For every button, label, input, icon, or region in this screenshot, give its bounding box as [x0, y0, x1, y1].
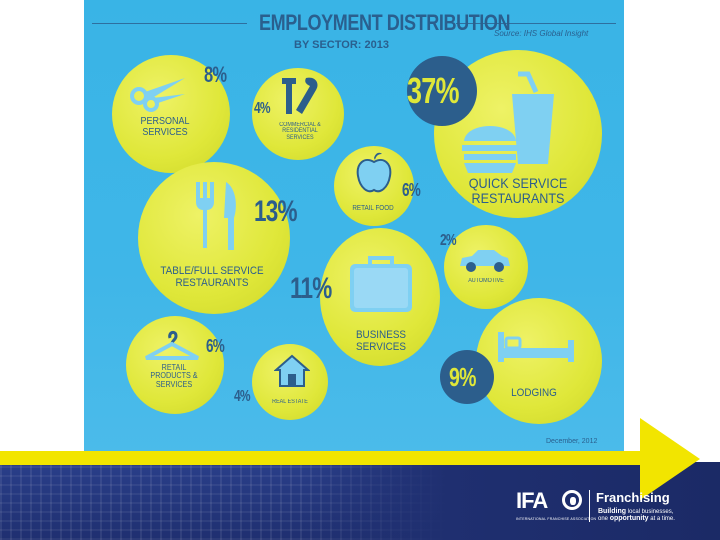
- infographic-title: EMPLOYMENT DISTRIBUTION: [259, 10, 511, 35]
- apple-icon: [356, 152, 392, 193]
- percent-commercial: 4%: [254, 100, 271, 117]
- percent-personal: 8%: [204, 62, 227, 87]
- yellow-arrow: [640, 418, 700, 500]
- label-business-1: BUSINESS: [355, 329, 407, 341]
- label-retail-food: RETAIL FOOD: [347, 205, 399, 212]
- percent-real-estate: 4%: [234, 388, 251, 405]
- label-quick-2: RESTAURANTS: [471, 189, 565, 206]
- source-note: Source: IHS Global Insight: [494, 29, 589, 38]
- label-personal: PERSONAL SERVICES: [130, 116, 200, 138]
- percent-quick-service: 37%: [407, 70, 460, 111]
- label-automotive-1: AUTOMOTIVE: [468, 278, 504, 284]
- yellow-stripe: [0, 451, 650, 465]
- tagline-rest-1: local businesses,: [627, 509, 674, 515]
- label-personal-2: SERVICES: [142, 126, 188, 138]
- header-rule-right: [456, 23, 616, 24]
- percent-lodging: 9%: [449, 361, 476, 392]
- label-lodging-1: LODGING: [511, 387, 557, 399]
- briefcase-icon: [350, 256, 412, 312]
- circle-automotive: [444, 225, 528, 309]
- label-retail-products: RETAIL PRODUCTS & SERVICES: [143, 363, 204, 389]
- circle-personal-services: [112, 55, 230, 173]
- infographic-subtitle: BY SECTOR: 2013: [294, 39, 389, 51]
- label-real-estate-1: REAL ESTATE: [272, 399, 308, 405]
- label-table-2: RESTAURANTS: [175, 276, 249, 289]
- bubble-quick-service: 37%: [407, 56, 477, 126]
- percent-retail-food: 6%: [402, 180, 421, 200]
- label-commercial-2: RESIDENTIAL: [282, 128, 318, 135]
- label-commercial: COMMERCIAL & RESIDENTIAL SERVICES: [270, 122, 329, 141]
- tagline-line-1: Building local businesses,: [598, 508, 673, 515]
- car-icon: [460, 250, 510, 272]
- label-lodging: LODGING: [507, 387, 561, 400]
- label-table-1: TABLE/FULL SERVICE: [160, 265, 264, 277]
- percent-business: 11%: [290, 272, 332, 305]
- label-quick-1: QUICK SERVICE: [468, 175, 568, 191]
- date-note: December, 2012: [546, 438, 598, 445]
- burger-icon: [462, 126, 518, 173]
- bed-icon: [498, 332, 574, 362]
- tagline-line-2: one opportunity at a time.: [598, 515, 675, 522]
- label-quick-service: QUICK SERVICE RESTAURANTS: [459, 176, 578, 205]
- label-commercial-3: SERVICES: [286, 134, 314, 141]
- label-business-2: SERVICES: [356, 340, 406, 353]
- fork-icon: [196, 182, 214, 248]
- hanger-icon: [145, 330, 199, 360]
- percent-table-service: 13%: [254, 195, 298, 228]
- footer-divider: [589, 490, 590, 522]
- house-icon: [274, 354, 310, 387]
- infographic: EMPLOYMENT DISTRIBUTION BY SECTOR: 2013 …: [84, 0, 624, 453]
- label-business: BUSINESS SERVICES: [350, 329, 413, 353]
- percent-automotive: 2%: [440, 232, 457, 249]
- label-commercial-1: COMMERCIAL &: [279, 122, 321, 128]
- globe-icon: [562, 490, 582, 510]
- bubble-lodging: 9%: [440, 350, 494, 404]
- ifa-logo: IFA: [516, 488, 548, 513]
- tagline-strong-1: Building: [598, 508, 626, 515]
- knife-icon: [224, 182, 236, 250]
- circle-commercial: [252, 68, 344, 160]
- label-personal-1: PERSONAL: [140, 116, 190, 127]
- label-retail-products-2: PRODUCTS &: [150, 371, 198, 381]
- ifa-subtitle: INTERNATIONAL FRANCHISE ASSOCIATION: [516, 517, 597, 521]
- tools-icon: [282, 77, 318, 114]
- tagline-rest-2a: one: [598, 516, 609, 522]
- franchising-title: Franchising: [596, 490, 670, 505]
- label-automotive: AUTOMOTIVE: [457, 278, 515, 284]
- label-retail-food-1: RETAIL FOOD: [352, 205, 394, 212]
- tagline-strong-2: opportunity: [609, 515, 649, 522]
- circle-lodging: [476, 298, 602, 424]
- soda-cup-icon: [512, 71, 554, 164]
- percent-retail-products: 6%: [206, 336, 225, 356]
- tagline-rest-2b: at a time.: [650, 516, 675, 522]
- scissors-icon: [130, 78, 185, 112]
- label-retail-products-1: RETAIL: [161, 363, 187, 372]
- label-retail-products-3: SERVICES: [155, 379, 193, 389]
- label-real-estate: REAL ESTATE: [263, 399, 317, 405]
- label-table-service: TABLE/FULL SERVICE RESTAURANTS: [153, 265, 272, 289]
- header-rule-left: [92, 23, 247, 24]
